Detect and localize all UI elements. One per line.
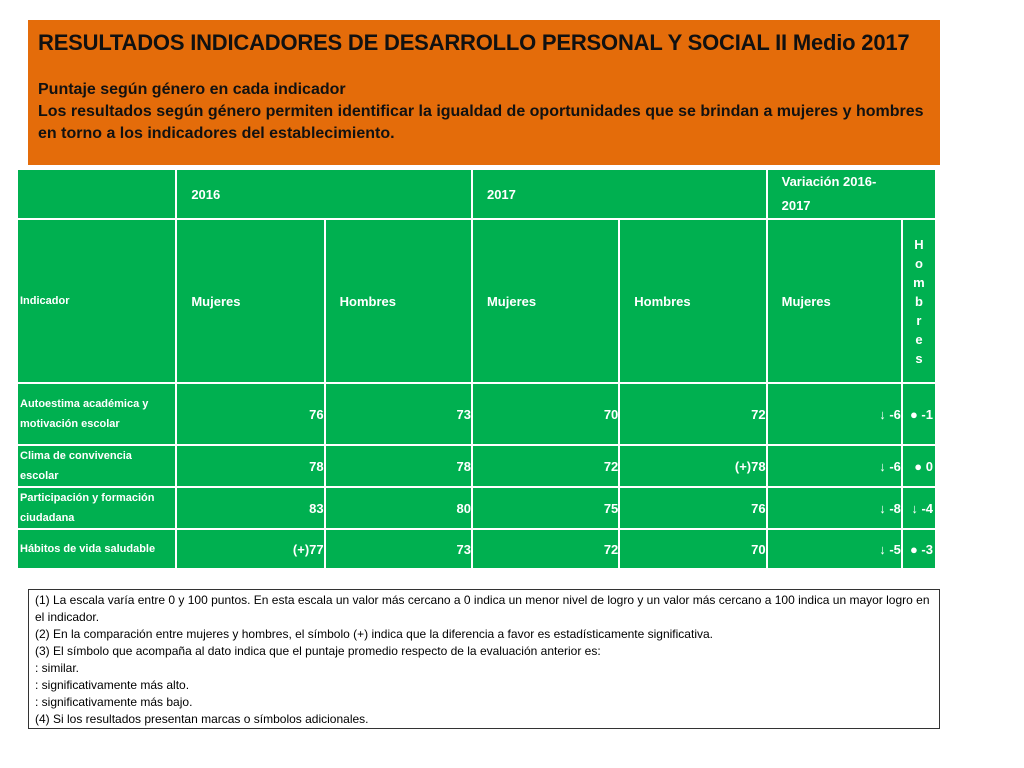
indicator-name: Autoestima académica y motivación escola… xyxy=(18,384,176,444)
footnote: (1) La escala varía entre 0 y 100 puntos… xyxy=(35,593,930,624)
value-hombres-2017: (+)78 xyxy=(620,446,766,486)
sub-header-hombres-2017: Hombres xyxy=(620,220,766,382)
variation-header: Variación 2016- 2017 xyxy=(767,170,935,218)
value-hombres-2016: 73 xyxy=(325,530,471,568)
indicator-name: Hábitos de vida saludable xyxy=(18,530,176,568)
footnote: (3) El símbolo que acompaña al dato indi… xyxy=(35,644,601,658)
value-hombres-2017: 76 xyxy=(620,488,766,528)
sub-header-mujeres-2016: Mujeres xyxy=(177,220,324,382)
year-header-2017: 2017 xyxy=(472,170,766,218)
year-header-2016: 2016 xyxy=(177,170,471,218)
report-header: RESULTADOS INDICADORES DE DESARROLLO PER… xyxy=(28,20,940,165)
vertical-letter: r xyxy=(916,312,922,328)
value-variation-hombres: ↓ -4 xyxy=(902,488,935,528)
value-variation-mujeres: ↓ -6 xyxy=(767,384,901,444)
value-mujeres-2017: 75 xyxy=(472,488,619,528)
value-hombres-2017: 70 xyxy=(620,530,766,568)
footnote: (4) Si los resultados presentan marcas o… xyxy=(35,712,369,726)
value-hombres-2016: 73 xyxy=(325,384,471,444)
value-variation-mujeres: ↓ -8 xyxy=(767,488,901,528)
variation-header-line2: 2017 xyxy=(781,198,811,213)
report-description: Los resultados según género permiten ide… xyxy=(38,103,924,142)
value-variation-mujeres: ↓ -5 xyxy=(767,530,901,568)
indicator-name: Clima de convivencia escolar xyxy=(18,446,176,486)
indicator-name: Participación y formación ciudadana xyxy=(18,488,176,528)
value-hombres-2016: 78 xyxy=(325,446,471,486)
table-row: Autoestima académica y motivación escola… xyxy=(18,384,935,444)
value-variation-mujeres: ↓ -6 xyxy=(767,446,901,486)
value-mujeres-2017: 70 xyxy=(472,384,619,444)
vertical-letter: H xyxy=(914,236,924,252)
year-header-row: 2016 2017 Variación 2016- 2017 xyxy=(18,170,935,218)
value-variation-hombres: ● 0 xyxy=(902,446,935,486)
value-mujeres-2017: 72 xyxy=(472,446,619,486)
vertical-letter: e xyxy=(915,331,923,347)
vertical-letter: m xyxy=(913,274,925,290)
value-mujeres-2016: 83 xyxy=(177,488,324,528)
value-hombres-2016: 80 xyxy=(325,488,471,528)
value-variation-hombres: ● -1 xyxy=(902,384,935,444)
sub-header-mujeres-2017: Mujeres xyxy=(472,220,619,382)
footnotes-box: (1) La escala varía entre 0 y 100 puntos… xyxy=(28,589,940,729)
sub-header-hombres-variation-vertical: H o m b r e s xyxy=(902,220,935,382)
header-empty-cell xyxy=(18,170,176,218)
table-row: Hábitos de vida saludable (+)77 73 72 70… xyxy=(18,530,935,568)
value-mujeres-2016: (+)77 xyxy=(177,530,324,568)
value-mujeres-2016: 76 xyxy=(177,384,324,444)
table-row: Participación y formación ciudadana 83 8… xyxy=(18,488,935,528)
variation-header-line1: Variación 2016- xyxy=(781,174,877,189)
table-row: Clima de convivencia escolar 78 78 72 (+… xyxy=(18,446,935,486)
report-title: RESULTADOS INDICADORES DE DESARROLLO PER… xyxy=(38,30,910,55)
footnote: (2) En la comparación entre mujeres y ho… xyxy=(35,627,713,641)
footnote: : significativamente más alto. xyxy=(35,678,190,692)
value-hombres-2017: 72 xyxy=(620,384,766,444)
sub-header-hombres-2016: Hombres xyxy=(325,220,471,382)
vertical-letter: o xyxy=(914,255,923,271)
indicator-header: Indicador xyxy=(18,220,176,382)
report-subtitle: Puntaje según género en cada indicador xyxy=(38,81,346,98)
footnote: : significativamente más bajo. xyxy=(35,695,193,709)
results-table: 2016 2017 Variación 2016- 2017 Indicador… xyxy=(16,168,937,570)
value-mujeres-2016: 78 xyxy=(177,446,324,486)
vertical-letter: s xyxy=(915,350,923,366)
value-mujeres-2017: 72 xyxy=(472,530,619,568)
vertical-letter: b xyxy=(914,293,923,309)
value-variation-hombres: ● -3 xyxy=(902,530,935,568)
footnote: : similar. xyxy=(35,661,80,675)
sub-header-mujeres-variation: Mujeres xyxy=(767,220,901,382)
sub-header-row: Indicador Mujeres Hombres Mujeres Hombre… xyxy=(18,220,935,382)
